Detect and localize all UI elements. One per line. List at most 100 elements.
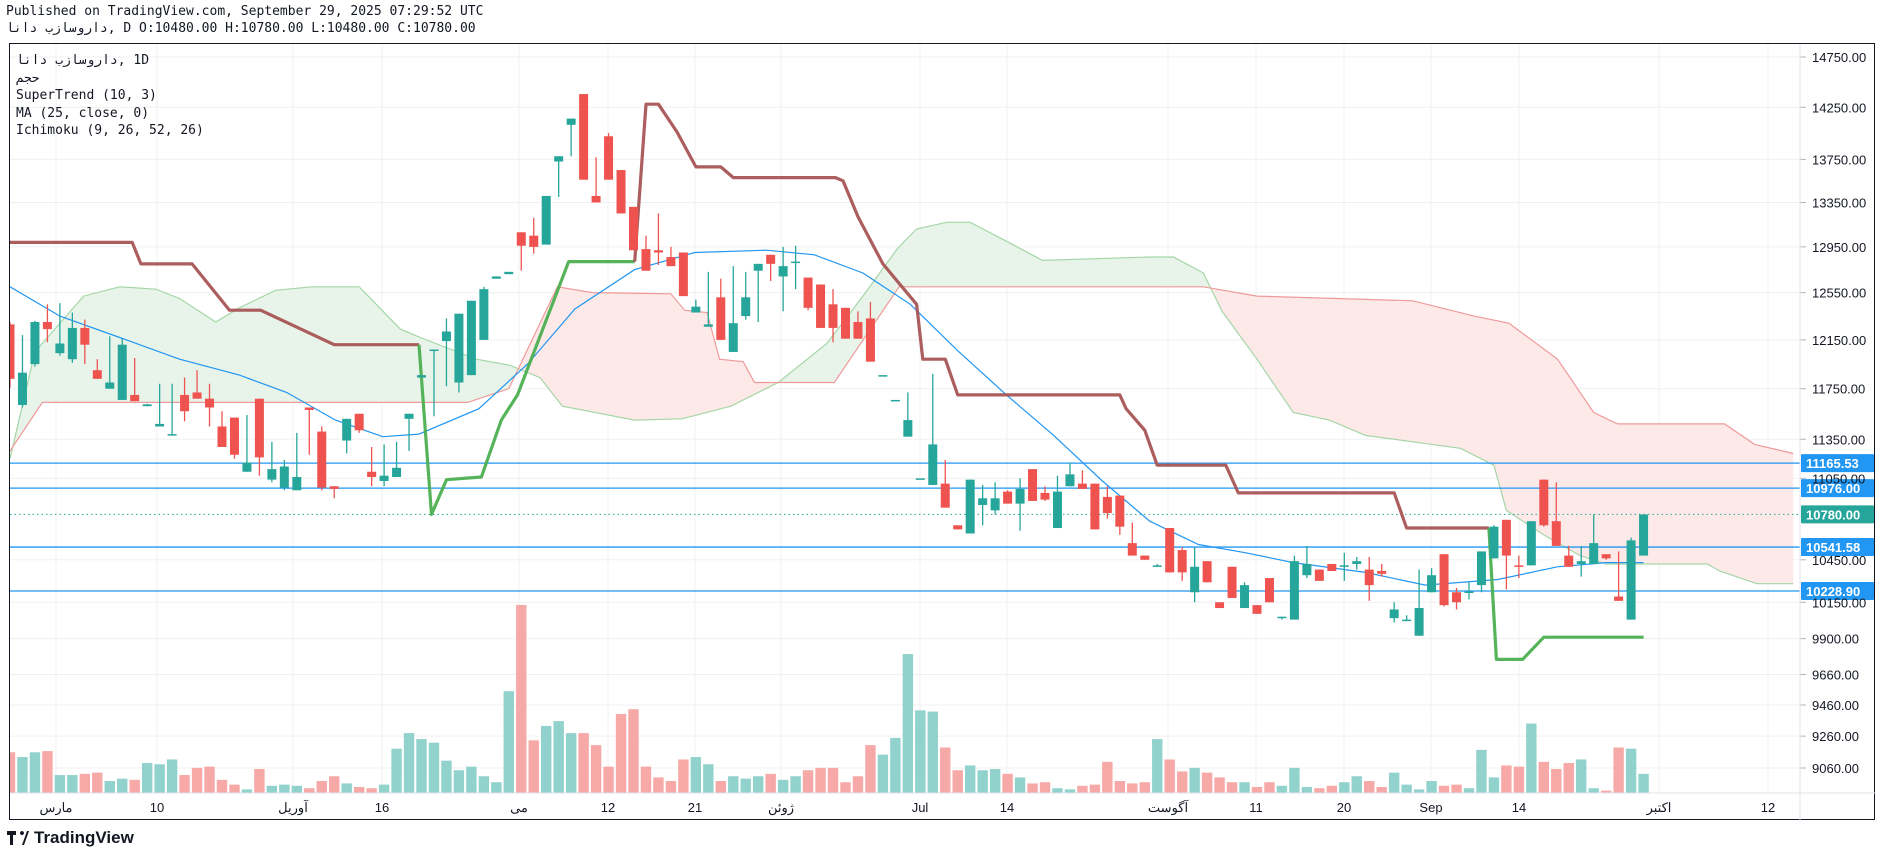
candle[interactable] — [1452, 587, 1462, 610]
candle[interactable] — [591, 157, 601, 203]
candle[interactable] — [42, 304, 52, 343]
candle[interactable] — [1564, 545, 1574, 567]
candle[interactable] — [1327, 563, 1337, 571]
candle[interactable] — [6, 321, 15, 388]
candle[interactable] — [454, 313, 464, 393]
candle[interactable] — [629, 206, 638, 251]
candle[interactable] — [1539, 479, 1549, 527]
candle[interactable] — [242, 415, 252, 472]
candle[interactable] — [1115, 495, 1125, 535]
candle[interactable] — [828, 289, 838, 343]
legend-supertrend[interactable]: SuperTrend (10, 3) — [16, 88, 157, 103]
candle[interactable] — [865, 301, 875, 362]
candle[interactable] — [67, 312, 77, 363]
candle[interactable] — [1377, 563, 1387, 577]
candle[interactable] — [55, 303, 65, 356]
candle[interactable] — [1165, 528, 1175, 573]
candle[interactable] — [915, 478, 925, 480]
candle[interactable] — [30, 320, 40, 367]
candle[interactable] — [1551, 482, 1561, 546]
candle[interactable] — [205, 383, 215, 427]
candle[interactable] — [1202, 561, 1212, 583]
candle[interactable] — [180, 377, 190, 422]
candle[interactable] — [329, 486, 339, 499]
candle[interactable] — [1240, 582, 1250, 609]
candle[interactable] — [479, 286, 489, 340]
candle[interactable] — [616, 170, 626, 214]
candle[interactable] — [1003, 490, 1013, 504]
candle[interactable] — [803, 277, 813, 311]
candle[interactable] — [466, 300, 476, 376]
candle[interactable] — [504, 271, 514, 275]
candle[interactable] — [1526, 521, 1536, 566]
candle[interactable] — [529, 217, 539, 254]
candle[interactable] — [1626, 537, 1636, 620]
candle[interactable] — [791, 245, 801, 290]
candle[interactable] — [1289, 555, 1299, 620]
candle[interactable] — [1140, 555, 1150, 560]
candle[interactable] — [1364, 556, 1374, 601]
candle[interactable] — [1489, 525, 1499, 559]
candle[interactable] — [716, 278, 726, 340]
time-axis[interactable]: مارس 10 آوریل 16 می 12 21 ژوئن Jul 14 آگوست 11 20 Sep… — [10, 792, 1875, 816]
candle[interactable] — [367, 446, 377, 487]
candle[interactable] — [653, 213, 663, 266]
legend-volume[interactable]: مجح — [16, 70, 40, 86]
candle[interactable] — [192, 370, 202, 399]
candle[interactable] — [1601, 554, 1611, 560]
candle[interactable] — [1152, 563, 1162, 567]
candle[interactable] — [317, 426, 327, 491]
candle[interactable] — [17, 335, 27, 408]
candle[interactable] — [1065, 462, 1075, 487]
candle[interactable] — [1177, 547, 1187, 581]
candle[interactable] — [766, 254, 776, 282]
candle[interactable] — [940, 459, 950, 508]
candle[interactable] — [816, 284, 826, 328]
candle[interactable] — [691, 299, 701, 313]
candle[interactable] — [890, 399, 900, 402]
candle[interactable] — [491, 276, 501, 279]
candle[interactable] — [1514, 555, 1524, 579]
candle[interactable] — [641, 235, 651, 271]
candle[interactable] — [142, 403, 152, 407]
legend-ichimoku[interactable]: Ichimoku (9, 26, 52, 26) — [16, 123, 204, 138]
candle[interactable] — [678, 252, 688, 297]
candle[interactable] — [903, 392, 913, 437]
candle[interactable] — [1215, 602, 1225, 609]
candle[interactable] — [254, 398, 264, 476]
candle[interactable] — [953, 525, 963, 530]
candle[interactable] — [379, 444, 389, 487]
candle[interactable] — [1190, 547, 1200, 603]
candle[interactable] — [1476, 551, 1486, 593]
candle[interactable] — [1127, 522, 1137, 556]
candle[interactable] — [1576, 545, 1586, 577]
candle[interactable] — [304, 407, 314, 455]
candle[interactable] — [878, 375, 888, 377]
candle[interactable] — [990, 482, 1000, 515]
candle[interactable] — [1090, 483, 1100, 530]
candle[interactable] — [155, 383, 165, 427]
candle[interactable] — [1015, 478, 1025, 531]
candle[interactable] — [554, 156, 564, 198]
candle[interactable] — [728, 266, 738, 352]
candle[interactable] — [441, 318, 451, 387]
candle[interactable] — [703, 271, 713, 327]
candle[interactable] — [92, 359, 102, 379]
candle[interactable] — [1352, 556, 1362, 570]
candle[interactable] — [342, 418, 352, 454]
candle[interactable] — [404, 413, 414, 451]
candle[interactable] — [1227, 566, 1237, 598]
legend-ma[interactable]: MA (25, close, 0) — [16, 105, 150, 121]
tradingview-logo[interactable]: TradingView — [7, 828, 134, 848]
candle[interactable] — [1639, 514, 1649, 556]
candle[interactable] — [778, 246, 788, 312]
candle[interactable] — [429, 349, 439, 417]
candle[interactable] — [1439, 554, 1449, 607]
candle[interactable] — [279, 459, 289, 491]
candle[interactable] — [117, 338, 127, 400]
candle[interactable] — [1614, 551, 1624, 601]
candle[interactable] — [1077, 470, 1087, 489]
candle[interactable] — [1302, 545, 1312, 579]
candle[interactable] — [604, 133, 614, 180]
candle[interactable] — [1264, 578, 1274, 603]
